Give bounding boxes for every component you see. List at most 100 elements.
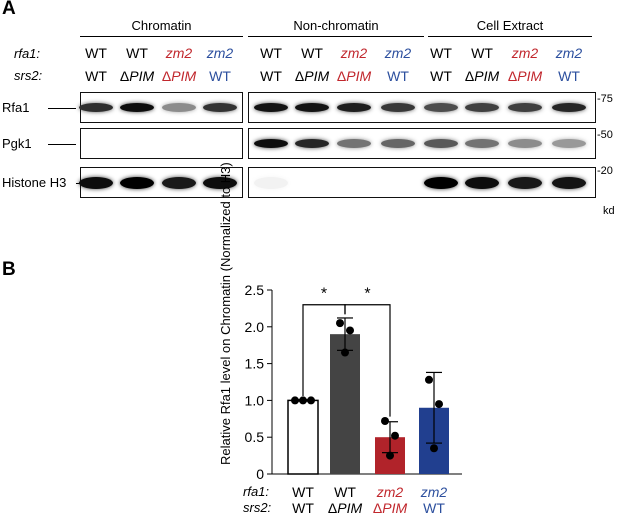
point-1-0 [336, 319, 344, 328]
blot-2-band-2 [162, 176, 196, 189]
point-2-1 [391, 431, 399, 440]
y-tick-label-1: 0.5 [245, 429, 265, 445]
chart-rfa1-row-label: rfa1: [243, 484, 270, 499]
rfa1-row-label: rfa1: [14, 46, 41, 61]
significance-brackets: * * [302, 286, 391, 417]
blot-2-band-0 [79, 176, 113, 189]
blot-1-band-8 [424, 139, 458, 148]
lane-9-rfa1-label: WT [471, 45, 493, 61]
lane-6-delta: Δ [336, 68, 347, 84]
blot-1-band-10 [508, 139, 542, 148]
lane-2-delta: Δ [161, 68, 172, 84]
srs2-row-label: srs2: [14, 68, 42, 83]
blot-2-band-8 [424, 176, 458, 189]
lane-7-srs2-text: WT [387, 68, 409, 84]
blot-0-band-4 [254, 103, 288, 112]
lane-7-rfa1-label: zm2 [384, 45, 412, 61]
chart-cat-2-srs2-text: PIM [382, 500, 408, 516]
point-2-0 [381, 417, 389, 426]
srs2-row-label-text: srs2: [14, 68, 43, 83]
blot-label-0: Rfa1 [2, 100, 30, 115]
blot-label-2: Histone H3 [2, 175, 67, 190]
bar-0 [287, 399, 319, 475]
blot-2-band-4 [254, 176, 288, 189]
group-header-2: Cell Extract [476, 18, 544, 33]
y-axis: 0 0.5 1.0 1.5 2.0 2.5 [245, 282, 462, 482]
lane-4-srs2-text: WT [260, 68, 282, 84]
error-bars [295, 317, 442, 454]
y-tick-label-4: 2.0 [245, 319, 265, 335]
kd-unit-label: kd [603, 205, 615, 217]
lane-10-rfa1-label: zm2 [511, 45, 539, 61]
blot-1-band-9 [465, 139, 499, 148]
blot-label-tick-0 [48, 108, 76, 109]
lane-5-delta: Δ [294, 68, 305, 84]
lane-2-rfa1-label: zm2 [165, 45, 193, 61]
group-header-0: Chromatin [131, 18, 192, 33]
blot-1-band-4 [254, 139, 288, 148]
blot-2-band-10 [508, 176, 542, 189]
lane-11-srs2-text: WT [558, 68, 580, 84]
lane-0-srs2-text: WT [85, 68, 107, 84]
lane-5-srs2-text: PIM [304, 68, 330, 84]
significance-star-0: * [321, 286, 327, 303]
point-3-2 [430, 444, 438, 453]
lane-9-srs2-label: ΔPIM [458, 68, 506, 84]
chart-cat-0-rfa1: WT [292, 484, 314, 500]
point-0-2 [307, 396, 315, 405]
blot-2-band-11 [552, 176, 586, 189]
blot-1-band-5 [295, 139, 329, 148]
blot-marker-1: -50 [597, 129, 613, 141]
chart-cat-1-srs2-text: PIM [337, 500, 363, 516]
chart-cat-1-delta: Δ [327, 500, 338, 516]
blot-2-band-9 [465, 176, 499, 189]
blot-marker-2: -20 [597, 165, 613, 177]
lane-2-srs2-text: PIM [171, 68, 197, 84]
lane-1-srs2-text: PIM [129, 68, 155, 84]
lane-1-delta: Δ [119, 68, 130, 84]
chart-cat-3-rfa1: zm2 [420, 484, 448, 500]
y-tick-label-2: 1.0 [245, 392, 265, 408]
group-header-1: Non-chromatin [293, 18, 379, 33]
blot-0-band-0 [79, 103, 113, 112]
group-underline-1 [248, 36, 424, 37]
lane-10-srs2-label: ΔPIM [501, 68, 549, 84]
lane-9-delta: Δ [464, 68, 475, 84]
data-points [291, 319, 443, 460]
blot-1-band-6 [337, 139, 371, 148]
point-0-1 [299, 396, 307, 405]
blot-2-band-3 [203, 176, 237, 189]
blot-0-band-10 [508, 103, 542, 112]
group-underline-2 [428, 36, 592, 37]
blot-label-tick-1 [48, 144, 76, 145]
blot-0-band-5 [295, 103, 329, 112]
point-2-2 [386, 451, 394, 460]
y-tick-label-0: 0 [256, 466, 264, 482]
blot-0-band-1 [120, 103, 154, 112]
point-3-0 [425, 375, 433, 384]
blot-0-band-8 [424, 103, 458, 112]
chart-cat-2-delta: Δ [372, 500, 383, 516]
chart-cat-2-srs2: ΔPIM [366, 500, 414, 516]
chart-cat-0-srs2: WT [279, 500, 327, 516]
lane-10-srs2-text: PIM [517, 68, 543, 84]
chart-cat-3-srs2-text: WT [423, 500, 445, 516]
chart-cat-1-rfa1: WT [334, 484, 356, 500]
blot-marker-0: -75 [597, 93, 613, 105]
lane-3-srs2-text: WT [209, 68, 231, 84]
blot-0-band-9 [465, 103, 499, 112]
lane-2-srs2-label: ΔPIM [155, 68, 203, 84]
lane-3-srs2-label: WT [196, 68, 244, 84]
blot-0-band-6 [337, 103, 371, 112]
blot-0-band-2 [162, 103, 196, 112]
lane-6-srs2-label: ΔPIM [330, 68, 378, 84]
blot-0-band-11 [552, 103, 586, 112]
point-3-1 [435, 400, 443, 409]
blot-label-tick-2 [76, 183, 81, 184]
lane-4-rfa1-label: WT [260, 45, 282, 61]
lane-6-rfa1-label: zm2 [340, 45, 368, 61]
chart-cat-0-srs2-text: WT [292, 500, 314, 516]
lane-11-rfa1-label: zm2 [555, 45, 583, 61]
panel-b-letter: B [2, 259, 16, 280]
